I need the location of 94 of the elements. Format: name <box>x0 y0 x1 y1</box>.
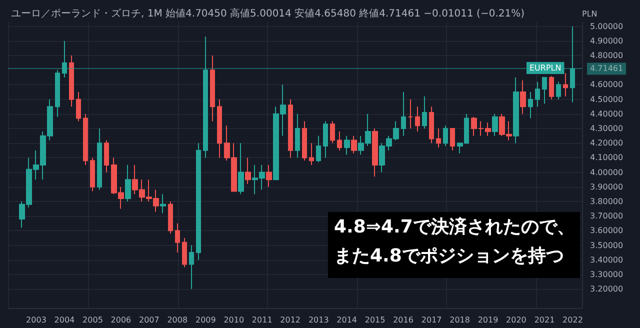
chart-title: ユーロ／ポーランド・ズロチ, 1M 始値4.70450 高値5.00014 安値4.65480 終値4.71461 −0.01011 (−0.21%) <box>11 8 525 20</box>
y-tick-label: 3.40000 <box>590 255 624 264</box>
x-tick-label: 2017 <box>421 316 442 324</box>
y-tick-label: 3.60000 <box>590 226 624 236</box>
candlestick <box>492 113 498 136</box>
candlestick <box>168 200 173 234</box>
y-tick-label: 4.50000 <box>590 94 624 104</box>
candlestick <box>97 128 102 190</box>
candlestick <box>203 36 208 158</box>
x-tick-label: 2019 <box>478 316 498 324</box>
candlestick <box>415 106 420 132</box>
ref-line-label: 4.71461 <box>590 64 624 74</box>
candlestick <box>295 113 300 158</box>
candlestick <box>436 128 441 148</box>
candlestick <box>316 135 321 163</box>
candlestick <box>210 55 215 122</box>
candlestick <box>62 40 67 78</box>
candlestick <box>422 96 427 130</box>
candlestick <box>90 157 95 192</box>
x-tick-label: 2004 <box>54 316 75 324</box>
candlestick <box>542 76 547 104</box>
y-tick-label: 4.10000 <box>590 153 624 162</box>
y-axis-title: PLN <box>582 10 598 18</box>
candlestick <box>351 135 357 154</box>
candlestick <box>528 92 533 119</box>
candlestick <box>83 113 88 166</box>
x-tick-label: 2013 <box>308 316 329 324</box>
candlestick <box>520 80 526 114</box>
annotation: 4.8⇒4.7で決済されたので、 <box>334 216 575 238</box>
y-tick-label: 3.80000 <box>590 196 624 206</box>
candlestick <box>330 120 335 144</box>
x-tick-label: 2003 <box>26 316 46 324</box>
candlestick <box>196 142 201 260</box>
x-tick-label: 2006 <box>110 316 132 324</box>
x-tick-label: 2012 <box>280 316 301 324</box>
candlestick <box>570 26 575 103</box>
candlestick <box>217 98 222 158</box>
candlestick <box>288 98 293 158</box>
y-tick-label: 3.30000 <box>590 270 624 279</box>
x-tick-label: 2022 <box>562 316 583 324</box>
candlestick <box>125 164 131 202</box>
annotation: また4.8でポジションを持つ <box>334 246 564 266</box>
candlestick <box>513 76 519 144</box>
candlestick <box>302 120 307 162</box>
candlestick <box>189 244 194 290</box>
x-tick-label: 2021 <box>534 316 555 324</box>
candlestick <box>175 222 180 254</box>
candlestick <box>76 92 81 122</box>
candlestick <box>549 75 554 100</box>
candlestick <box>344 135 350 156</box>
x-tick-label: 2010 <box>224 316 244 324</box>
candlestick <box>245 157 251 184</box>
candlestick <box>323 120 328 158</box>
x-tick-label: 2018 <box>450 316 470 324</box>
y-tick-label: 4.80000 <box>590 51 624 60</box>
x-tick-label: 2015 <box>364 316 386 324</box>
y-tick-label: 3.20000 <box>590 284 624 294</box>
y-tick-label: 4.60000 <box>590 80 624 90</box>
y-tick-label: 3.70000 <box>590 212 624 221</box>
y-tick-label: 3.50000 <box>590 240 624 250</box>
x-tick-label: 2007 <box>138 316 160 324</box>
candlestick <box>337 130 342 151</box>
candlestick <box>429 106 434 144</box>
candlestick <box>309 142 314 166</box>
annotation: EURPLN <box>529 64 562 73</box>
y-tick-label: 4.20000 <box>590 138 624 148</box>
x-tick-label: 2011 <box>252 316 272 324</box>
candlestick <box>55 70 60 118</box>
y-tick-label: 3.90000 <box>590 182 624 192</box>
candlestick <box>556 81 561 100</box>
y-tick-label: 5.00000 <box>590 22 624 31</box>
x-tick-label: 2020 <box>506 316 526 324</box>
x-tick-label: 2014 <box>336 316 358 324</box>
candlestick <box>372 128 378 178</box>
candlestick <box>266 164 272 188</box>
candlestick <box>160 194 166 214</box>
candlestick <box>450 128 455 151</box>
x-tick-label: 2005 <box>82 316 103 324</box>
x-tick-label: 2016 <box>393 316 414 324</box>
candlestick <box>182 237 187 268</box>
candlestick <box>563 72 568 97</box>
candlestick <box>401 92 406 136</box>
candlestick <box>238 142 244 195</box>
y-tick-label: 4.40000 <box>590 109 624 118</box>
y-tick-label: 4.30000 <box>590 124 624 134</box>
candlestick <box>69 55 74 108</box>
candlestick <box>535 81 540 108</box>
x-tick-label: 2009 <box>195 316 216 324</box>
x-tick-label: 2008 <box>167 316 188 324</box>
y-tick-label: 4.00000 <box>590 168 624 177</box>
candlestick <box>443 125 448 147</box>
y-tick-label: 4.90000 <box>590 36 624 46</box>
candlestick <box>104 140 109 173</box>
candlestick <box>408 98 413 130</box>
